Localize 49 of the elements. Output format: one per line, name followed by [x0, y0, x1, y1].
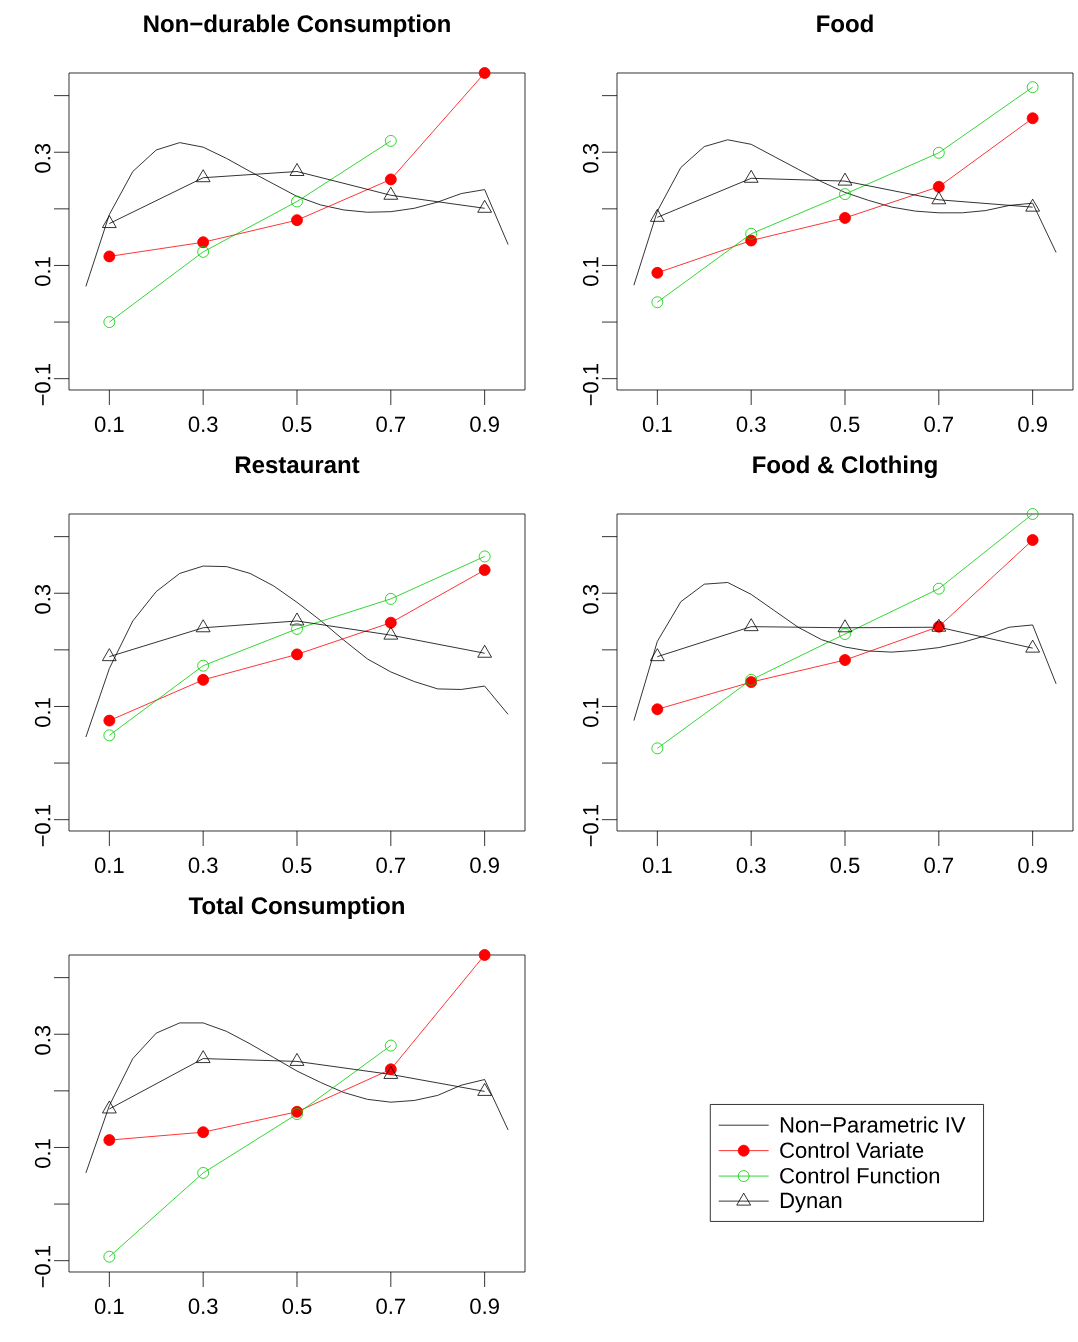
x-tick-label: 0.1: [94, 857, 124, 874]
x-tick-label: 0.7: [376, 1298, 406, 1315]
chart-title: Non−durable Consumption: [144, 14, 450, 37]
y-tick-label: −0.1: [34, 1246, 51, 1288]
x-tick-label: 0.3: [736, 857, 766, 874]
x-tick-label: 0.5: [282, 1298, 312, 1315]
x-tick-label: 0.5: [282, 857, 312, 874]
legend-label: Dynan: [780, 1192, 842, 1213]
chart-title: Food & Clothing: [753, 455, 937, 479]
legend-label: Non−Parametric IV: [780, 1116, 966, 1133]
x-tick-label: 0.5: [830, 857, 860, 874]
x-tick-label: 0.9: [1018, 416, 1047, 433]
x-tick-label: 0.3: [188, 1298, 218, 1315]
x-tick-label: 0.9: [1018, 857, 1047, 874]
y-tick-label: −0.1: [34, 364, 51, 406]
x-tick-label: 0.1: [94, 1298, 124, 1315]
y-tick-label: 0.1: [34, 257, 51, 286]
x-tick-label: 0.7: [924, 416, 954, 433]
x-tick-label: 0.5: [830, 416, 860, 433]
y-tick-label: 0.1: [34, 698, 51, 727]
chart-title: Total Consumption: [188, 896, 404, 919]
y-tick-label: 0.1: [582, 698, 599, 727]
x-tick-label: 0.3: [188, 416, 218, 433]
y-tick-label: 0.1: [34, 1139, 51, 1168]
x-tick-label: 0.3: [188, 857, 218, 874]
chart-title: Restaurant: [235, 456, 360, 474]
y-tick-label: 0.3: [582, 584, 599, 614]
x-tick-label: 0.7: [376, 416, 406, 433]
x-tick-label: 0.5: [282, 416, 312, 433]
x-tick-label: 0.9: [470, 416, 499, 433]
legend-label: Control Variate: [780, 1141, 924, 1159]
x-tick-label: 0.1: [94, 416, 124, 433]
x-tick-label: 0.7: [376, 857, 406, 874]
x-tick-label: 0.3: [736, 416, 766, 433]
y-tick-label: 0.3: [34, 584, 51, 614]
x-tick-label: 0.7: [924, 857, 954, 874]
x-tick-label: 0.9: [470, 857, 499, 874]
y-tick-label: −0.1: [34, 805, 51, 847]
x-tick-label: 0.1: [642, 857, 672, 874]
y-tick-label: 0.3: [34, 143, 51, 173]
y-tick-label: −0.1: [582, 364, 599, 406]
x-tick-label: 0.9: [470, 1298, 499, 1315]
y-tick-label: −0.1: [582, 805, 599, 847]
y-tick-label: 0.1: [582, 257, 599, 286]
chart-title: Food: [817, 14, 873, 33]
x-tick-label: 0.1: [642, 416, 672, 433]
legend-label: Control Function: [780, 1167, 940, 1184]
y-tick-label: 0.3: [582, 143, 599, 173]
y-tick-label: 0.3: [34, 1025, 51, 1055]
